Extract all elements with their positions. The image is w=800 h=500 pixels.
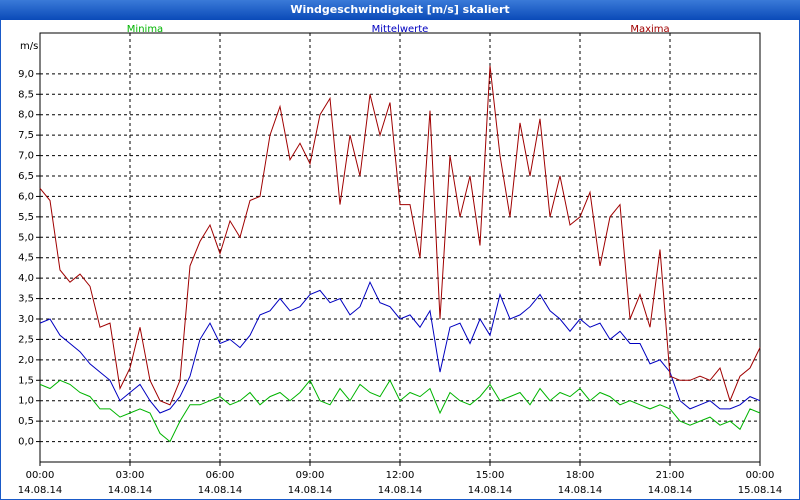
x-tick-date: 14.08.14 (378, 485, 423, 496)
series-line (39, 379, 761, 443)
y-tick-label: 7,5 (18, 130, 34, 141)
x-tick-date: 15.08.14 (738, 485, 783, 496)
x-tick-label: 12:00 (386, 470, 415, 481)
y-tick-label: 1,0 (18, 396, 34, 407)
y-tick-label: 4,5 (18, 253, 34, 264)
y-tick-label: 0,0 (18, 437, 34, 448)
y-tick-label: 4,0 (18, 273, 34, 284)
x-tick-label: 00:00 (746, 470, 775, 481)
x-tick-date: 14.08.14 (288, 485, 333, 496)
y-tick-label: 5,5 (18, 212, 34, 223)
series-line (39, 280, 761, 414)
x-tick-label: 03:00 (116, 470, 145, 481)
y-tick-label: 7,0 (18, 151, 34, 162)
y-tick-label: 6,5 (18, 171, 34, 182)
legend-label: Maxima (630, 24, 669, 35)
x-tick-date: 14.08.14 (558, 485, 603, 496)
x-tick-label: 15:00 (476, 470, 505, 481)
y-tick-label: 8,5 (18, 89, 34, 100)
x-tick-label: 18:00 (566, 470, 595, 481)
y-tick-label: 9,0 (18, 69, 34, 80)
y-tick-label: 0,5 (18, 416, 34, 427)
x-tick-label: 06:00 (206, 470, 235, 481)
x-tick-label: 21:00 (656, 470, 685, 481)
x-tick-date: 14.08.14 (18, 485, 63, 496)
x-tick-date: 14.08.14 (648, 485, 693, 496)
title-bar (0, 0, 800, 20)
y-tick-label: 8,0 (18, 110, 34, 121)
y-tick-label: 6,0 (18, 191, 34, 202)
legend-label: Mittelwerte (372, 24, 429, 35)
x-tick-label: 09:00 (296, 470, 325, 481)
x-tick-label: 00:00 (26, 470, 55, 481)
y-tick-label: 3,0 (18, 314, 34, 325)
y-tick-label: 5,0 (18, 232, 34, 243)
y-axis-label: m/s (20, 41, 38, 52)
y-tick-label: 2,5 (18, 334, 34, 345)
x-tick-date: 14.08.14 (468, 485, 513, 496)
chart-title: Windgeschwindigkeit [m/s] skaliert (290, 3, 509, 16)
x-tick-date: 14.08.14 (198, 485, 243, 496)
legend-label: Minima (127, 24, 163, 35)
y-tick-label: 3,5 (18, 294, 34, 305)
y-tick-label: 2,0 (18, 355, 34, 366)
series-line (39, 65, 761, 406)
y-tick-label: 1,5 (18, 375, 34, 386)
x-tick-date: 14.08.14 (108, 485, 153, 496)
